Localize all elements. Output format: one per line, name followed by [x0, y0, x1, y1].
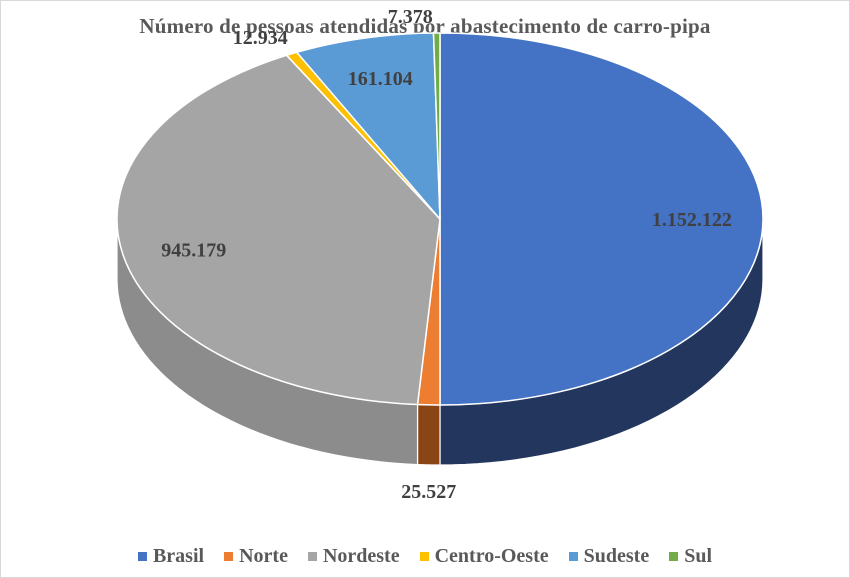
- legend-swatch-brasil: [137, 552, 147, 561]
- legend-swatch-nordeste: [307, 552, 317, 561]
- data-label-centro-oeste: 12.934: [233, 27, 288, 49]
- legend-item-sudeste: Sudeste: [568, 545, 650, 568]
- legend-label-centro-oeste: Centro-Oeste: [434, 545, 549, 567]
- legend-item-brasil: Brasil: [137, 545, 205, 568]
- data-label-sudeste: 161.104: [348, 68, 413, 90]
- legend-swatch-sudeste: [568, 552, 578, 561]
- pie-slice-nordeste: [116, 54, 441, 406]
- legend-label-sul: Sul: [684, 545, 713, 567]
- pie-slice-sul: [432, 32, 441, 220]
- legend-item-centro-oeste: Centro-Oeste: [419, 545, 549, 568]
- legend-item-nordeste: Nordeste: [307, 545, 400, 568]
- pie-slice-sudeste: [296, 32, 441, 220]
- pie-side-norte: [416, 403, 441, 466]
- pie-slice-brasil: [439, 32, 764, 406]
- data-label-sul: 7.378: [388, 6, 433, 28]
- legend-label-norte: Norte: [239, 545, 288, 567]
- chart-legend: Brasil Norte Nordeste Centro-Oeste Sudeste Su…: [0, 545, 850, 568]
- legend-swatch-norte: [224, 552, 234, 561]
- data-label-nordeste: 945.179: [161, 240, 226, 262]
- legend-swatch-centro-oeste: [419, 552, 429, 561]
- legend-swatch-sul: [669, 552, 679, 561]
- data-label-norte: 25.527: [401, 481, 456, 503]
- legend-label-nordeste: Nordeste: [322, 545, 400, 567]
- legend-item-norte: Norte: [224, 545, 288, 568]
- data-label-brasil: 1.152.122: [652, 209, 732, 231]
- legend-label-sudeste: Sudeste: [583, 545, 650, 567]
- legend-label-brasil: Brasil: [152, 545, 205, 567]
- legend-item-sul: Sul: [669, 545, 712, 568]
